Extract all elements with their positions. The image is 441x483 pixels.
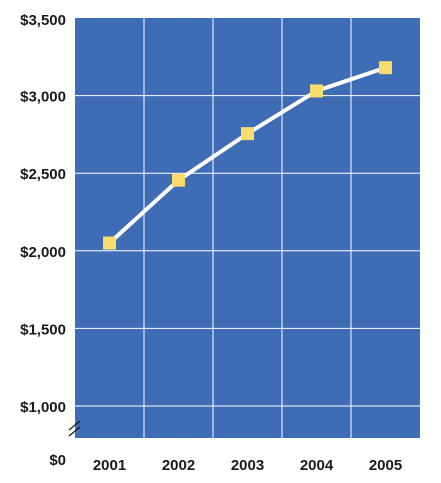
axis-break-icon <box>68 420 81 437</box>
axis-labels: $3,500 $3,000 $2,500 $2,000 $1,500 $1,000 $0 20… <box>20 12 402 474</box>
x-tick-label: 2005 <box>369 457 402 474</box>
y-tick-label: $1,000 <box>20 399 66 416</box>
y-tick-label: $1,500 <box>20 321 66 338</box>
y-tick-label: $2,000 <box>20 244 66 261</box>
x-tick-label: 2001 <box>93 457 126 474</box>
y-tick-label: $3,000 <box>20 89 66 106</box>
y-tick-label-zero: $0 <box>49 452 66 469</box>
x-tick-label: 2004 <box>300 457 334 474</box>
series-layer <box>103 61 392 250</box>
data-point-marker <box>241 127 254 141</box>
data-point-marker <box>379 61 392 75</box>
data-point-marker <box>172 173 185 187</box>
grid-lines <box>75 18 420 438</box>
data-point-marker <box>310 84 323 98</box>
axis-break-stroke <box>68 420 81 431</box>
x-tick-label: 2003 <box>231 457 264 474</box>
data-point-marker <box>103 236 116 250</box>
plot-area <box>75 18 420 438</box>
axis-break-stroke <box>68 426 81 437</box>
x-tick-label: 2002 <box>162 457 195 474</box>
y-tick-label: $3,500 <box>20 12 66 29</box>
y-tick-label: $2,500 <box>20 166 66 183</box>
